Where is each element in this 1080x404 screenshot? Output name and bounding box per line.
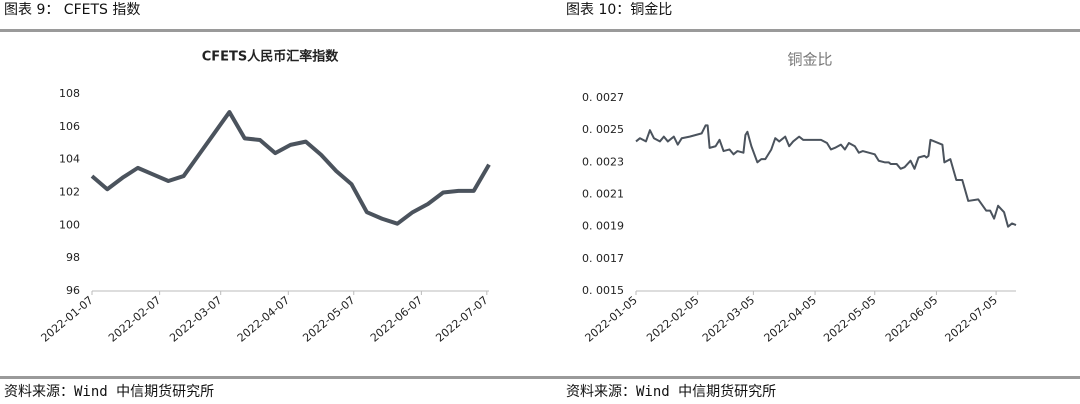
x-tick-label: 2022-01-05 — [583, 294, 640, 345]
divider — [0, 376, 1080, 379]
x-tick-label: 2022-06-07 — [368, 294, 425, 345]
x-tick-label: 2022-01-07 — [39, 294, 96, 345]
y-tick-label: 96 — [66, 284, 80, 297]
x-tick-label: 2022-02-05 — [644, 294, 701, 345]
y-tick-label: 98 — [66, 251, 80, 264]
figure-label: 图表 9： CFETS 指数 — [4, 2, 140, 18]
y-tick-label: 0. 0027 — [582, 91, 624, 104]
x-tick-label: 2022-06-05 — [883, 294, 940, 345]
data-line — [635, 124, 1017, 228]
x-tick-label: 2022-05-05 — [821, 294, 878, 345]
y-tick-label: 0. 0021 — [582, 188, 624, 201]
y-tick-label: 106 — [59, 120, 80, 133]
y-tick-label: 0. 0025 — [582, 123, 624, 136]
y-tick-label: 0. 0023 — [582, 155, 624, 168]
x-tick-label: 2022-03-07 — [167, 294, 224, 345]
source-note: 资料来源：Wind 中信期货研究所 — [566, 383, 776, 400]
x-tick-label: 2022-02-07 — [106, 294, 163, 345]
x-tick-label: 2022-03-05 — [700, 294, 757, 345]
figure-label: 图表 10：铜金比 — [566, 2, 672, 18]
x-tick-label: 2022-07-07 — [433, 294, 490, 345]
y-tick-label: 100 — [59, 218, 80, 231]
source-note: 资料来源：Wind 中信期货研究所 — [4, 383, 214, 400]
chart-title: CFETS人民币汇率指数 — [202, 49, 340, 65]
x-tick-label: 2022-04-07 — [235, 294, 292, 345]
y-tick-label: 108 — [59, 87, 80, 100]
chart-title: 铜金比 — [787, 51, 832, 69]
y-tick-label: 0. 0015 — [582, 284, 624, 297]
y-tick-label: 0. 0019 — [582, 220, 624, 233]
x-tick-label: 2022-04-05 — [762, 294, 819, 345]
y-tick-label: 102 — [59, 186, 80, 199]
data-line — [90, 110, 491, 226]
divider — [0, 29, 1080, 32]
x-tick-label: 2022-07-05 — [943, 294, 1000, 345]
y-tick-label: 104 — [59, 153, 80, 166]
x-tick-label: 2022-05-07 — [300, 294, 357, 345]
y-tick-label: 0. 0017 — [582, 252, 624, 265]
